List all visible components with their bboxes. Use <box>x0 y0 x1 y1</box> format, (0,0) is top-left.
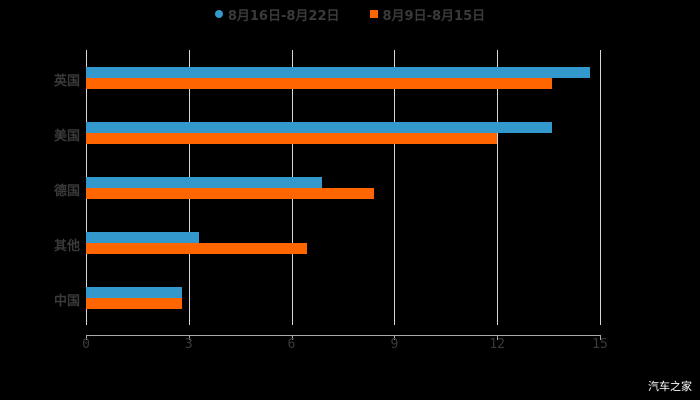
legend-square-icon <box>369 10 378 18</box>
y-category-label: 英国 <box>53 74 80 89</box>
x-axis <box>86 335 601 336</box>
legend-item-series-1[interactable]: 8月16日-8月22日 <box>214 4 340 24</box>
y-category-label: 德国 <box>53 184 80 199</box>
x-tick-label: 3 <box>184 337 193 352</box>
gridline <box>600 50 601 325</box>
legend-label: 8月9日-8月15日 <box>382 8 486 24</box>
bar[interactable] <box>86 122 553 133</box>
y-category-label: 美国 <box>53 129 80 144</box>
bar[interactable] <box>86 287 182 298</box>
y-category-label: 中国 <box>53 294 80 309</box>
x-tick-label: 12 <box>489 337 506 352</box>
bar[interactable] <box>86 232 200 243</box>
bar[interactable] <box>86 188 374 199</box>
x-tick <box>86 335 87 340</box>
x-tick-label: 15 <box>592 337 608 352</box>
x-tick <box>600 335 601 340</box>
x-tick-label: 0 <box>82 337 90 352</box>
bar[interactable] <box>86 133 498 144</box>
gridline <box>394 50 396 325</box>
x-tick-label: 9 <box>390 337 399 352</box>
legend-item-series-2[interactable]: 8月9日-8月15日 <box>369 4 486 24</box>
gridline <box>497 50 499 325</box>
x-tick <box>291 335 293 340</box>
chart-legend: 8月16日-8月22日 8月9日-8月15日 <box>0 4 700 24</box>
bar[interactable] <box>86 298 182 309</box>
x-tick-label: 6 <box>287 337 296 352</box>
x-tick <box>394 335 396 340</box>
y-category-label: 其他 <box>53 239 80 254</box>
bar[interactable] <box>86 243 308 254</box>
x-tick <box>497 335 499 340</box>
bar[interactable] <box>86 78 553 89</box>
legend-label: 8月16日-8月22日 <box>227 8 340 24</box>
legend-circle-icon <box>214 10 223 18</box>
watermark: 汽车之家 <box>648 380 692 393</box>
bar[interactable] <box>86 177 323 188</box>
bar[interactable] <box>86 67 590 78</box>
x-tick <box>188 335 190 340</box>
